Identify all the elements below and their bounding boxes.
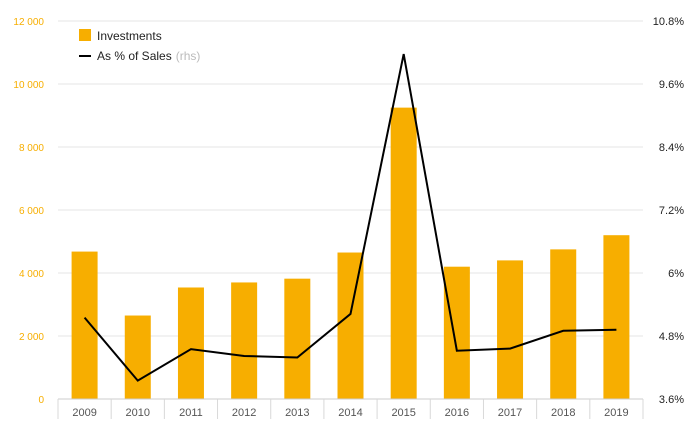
x-tick-label-2013: 2013 <box>285 407 309 419</box>
y-left-tick-label-3: 6 000 <box>19 206 44 217</box>
y-left-tick-label-0: 0 <box>38 395 44 406</box>
y-right-tick-label-2: 6% <box>668 268 684 280</box>
y-left-tick-label-4: 8 000 <box>19 143 44 154</box>
legend-label-rhs: (rhs) <box>176 49 201 63</box>
x-tick-label-2015: 2015 <box>391 407 415 419</box>
legend-swatch-investments <box>79 29 91 41</box>
y-left-tick-label-6: 12 000 <box>13 17 44 28</box>
x-tick-label-2017: 2017 <box>498 407 522 419</box>
bar-2012 <box>231 282 258 399</box>
x-tick-label-2016: 2016 <box>445 407 469 419</box>
x-tick-label-2019: 2019 <box>604 407 628 419</box>
legend: Investments As % of Sales (rhs) <box>79 29 200 63</box>
y-right-tick-label-5: 9.6% <box>659 79 684 91</box>
y-left-tick-label-2: 4 000 <box>19 269 44 280</box>
y-axis-right: 3.6% 4.8% 6% 7.2% 8.4% 9.6% 10.8% <box>653 16 684 406</box>
bar-2011 <box>177 287 204 399</box>
legend-label-percent-of-sales: As % of Sales (rhs) <box>97 49 200 63</box>
bar-2019 <box>603 235 630 399</box>
bar-series-investments <box>71 107 630 399</box>
y-left-tick-label-1: 2 000 <box>19 332 44 343</box>
bar-2013 <box>284 278 311 399</box>
x-tick-label-2009: 2009 <box>72 407 96 419</box>
bar-2010 <box>124 315 151 399</box>
bar-2015 <box>390 107 417 399</box>
bar-2016 <box>443 266 470 399</box>
bar-2017 <box>497 260 524 399</box>
y-right-tick-label-3: 7.2% <box>659 205 684 217</box>
x-tick-label-2010: 2010 <box>126 407 150 419</box>
x-axis: 2009 2010 2011 2012 2013 2014 2015 2016 2017 2018… <box>57 398 644 419</box>
legend-label-percent-main: As % of Sales <box>97 49 172 63</box>
bar-2014 <box>337 252 364 399</box>
bar-2018 <box>550 249 577 399</box>
y-right-tick-label-0: 3.6% <box>659 394 684 406</box>
bar-2009 <box>71 251 98 399</box>
y-axis-left: 0 2 000 4 000 6 000 8 000 10 000 12 000 <box>13 17 44 406</box>
x-tick-label-2012: 2012 <box>232 407 256 419</box>
y-right-tick-label-1: 4.8% <box>659 331 684 343</box>
x-tick-label-2014: 2014 <box>338 407 362 419</box>
y-right-tick-label-6: 10.8% <box>653 16 684 28</box>
y-right-tick-label-4: 8.4% <box>659 142 684 154</box>
line-series-percent-of-sales <box>83 53 617 382</box>
legend-label-investments: Investments <box>97 29 162 43</box>
x-tick-label-2018: 2018 <box>551 407 575 419</box>
y-left-tick-label-5: 10 000 <box>13 80 44 91</box>
x-tick-label-2011: 2011 <box>179 407 203 419</box>
